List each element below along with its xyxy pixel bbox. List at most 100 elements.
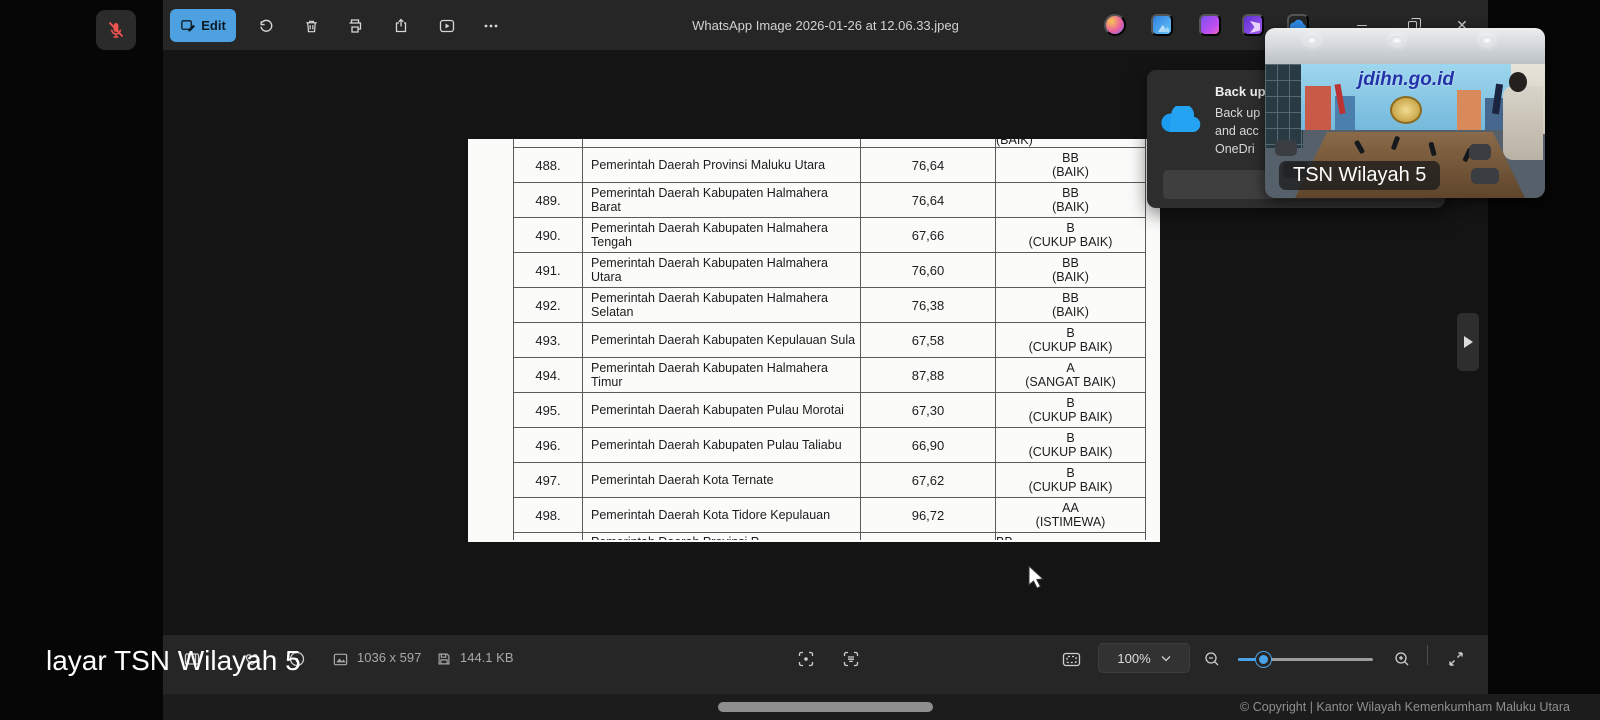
row-number: 489. xyxy=(513,183,582,217)
region-name: Pemerintah Daerah Provinsi P xyxy=(591,535,759,540)
table-row-partial-top: (BAIK) xyxy=(513,139,1146,148)
delete-icon xyxy=(303,18,320,35)
zoom-in-button[interactable] xyxy=(1391,648,1413,670)
grade: B xyxy=(1066,466,1075,480)
row-number: 496. xyxy=(513,428,582,462)
table-row-partial-bottom: Pemerintah Daerah Provinsi P BB xyxy=(513,533,1146,540)
score-value: 67,62 xyxy=(860,463,995,497)
pip-video[interactable]: jdihn.go.id TSN Wilayah 5 xyxy=(1265,28,1545,198)
score-value: 87,88 xyxy=(860,358,995,392)
file-size-icon xyxy=(433,648,455,670)
next-arrow-icon xyxy=(1463,336,1473,348)
grade-desc: (BAIK) xyxy=(1052,270,1089,284)
region-name: Pemerintah Daerah Kabupaten Halmahera Te… xyxy=(582,218,860,252)
zoom-level-dropdown[interactable]: 100% xyxy=(1098,643,1190,673)
notification-line: Back up xyxy=(1215,106,1261,120)
pip-caption: TSN Wilayah 5 xyxy=(1279,161,1441,190)
grade-cell: AA (ISTIMEWA) xyxy=(995,498,1146,532)
grade-cell: BB (BAIK) xyxy=(995,183,1146,217)
favorite-button[interactable] xyxy=(241,648,263,670)
close-button[interactable]: ✕ xyxy=(1447,14,1477,36)
grade-desc: (CUKUP BAIK) xyxy=(1028,480,1113,494)
notification-title: Back up xyxy=(1215,84,1266,99)
row-number: 490. xyxy=(513,218,582,252)
filmstrip-icon xyxy=(183,650,201,668)
share-button[interactable] xyxy=(390,15,412,37)
score-value: 76,38 xyxy=(860,288,995,322)
designer-icon[interactable] xyxy=(1199,14,1221,36)
score-value: 96,72 xyxy=(860,498,995,532)
zoom-slider-thumb[interactable] xyxy=(1256,652,1271,667)
grade-cell: BB (BAIK) xyxy=(995,253,1146,287)
mic-muted-indicator[interactable] xyxy=(96,10,136,50)
print-icon xyxy=(346,17,364,35)
region-name: Pemerintah Daerah Kota Tidore Kepulauan xyxy=(582,498,860,532)
grade-desc: (CUKUP BAIK) xyxy=(1028,340,1113,354)
region-name: Pemerintah Daerah Kabupaten Halmahera Se… xyxy=(582,288,860,322)
row-number: 494. xyxy=(513,358,582,392)
grade-desc: (CUKUP BAIK) xyxy=(1028,410,1113,424)
grade: AA xyxy=(1062,501,1079,515)
photos-icon[interactable] xyxy=(1151,14,1173,36)
table-body: 488. Pemerintah Daerah Provinsi Maluku U… xyxy=(513,148,1146,533)
edit-button[interactable]: Edit xyxy=(170,9,236,42)
print-button[interactable] xyxy=(344,15,366,37)
copilot-icon[interactable] xyxy=(1104,14,1126,36)
visual-search-icon xyxy=(797,650,815,668)
filmstrip-button[interactable] xyxy=(181,648,203,670)
info-icon xyxy=(288,650,306,668)
grade-desc: (SANGAT BAIK) xyxy=(1025,375,1116,389)
visual-search-button[interactable] xyxy=(795,648,817,670)
table-row: 495. Pemerintah Daerah Kabupaten Pulau M… xyxy=(513,393,1146,428)
file-size: 144.1 KB xyxy=(460,650,514,665)
region-name: Pemerintah Daerah Kabupaten Halmahera Ut… xyxy=(582,253,860,287)
clipchamp-icon[interactable] xyxy=(1242,14,1264,36)
zoom-slider-track xyxy=(1238,658,1373,661)
table-row: 489. Pemerintah Daerah Kabupaten Halmahe… xyxy=(513,183,1146,218)
grade: BB xyxy=(1062,291,1079,305)
more-button[interactable] xyxy=(480,15,502,37)
delete-button[interactable] xyxy=(300,15,322,37)
score-value: 76,64 xyxy=(860,183,995,217)
row-number: 498. xyxy=(513,498,582,532)
zoom-slider[interactable] xyxy=(1238,647,1373,671)
grade-cell: B (CUKUP BAIK) xyxy=(995,393,1146,427)
table-row: 493. Pemerintah Daerah Kabupaten Kepulau… xyxy=(513,323,1146,358)
pip-banner-text: jdihn.go.id xyxy=(1357,69,1455,90)
score-value: 67,58 xyxy=(860,323,995,357)
pip-window-wall xyxy=(1265,64,1303,148)
table-row: 492. Pemerintah Daerah Kabupaten Halmahe… xyxy=(513,288,1146,323)
favorite-icon xyxy=(243,650,261,668)
text-actions-button[interactable] xyxy=(840,648,862,670)
table-row: 498. Pemerintah Daerah Kota Tidore Kepul… xyxy=(513,498,1146,533)
info-button[interactable] xyxy=(286,648,308,670)
fullscreen-button[interactable] xyxy=(1445,648,1467,670)
ceiling-light xyxy=(1305,36,1319,45)
image-dimensions-icon xyxy=(329,648,351,670)
grade-cell: B (CUKUP BAIK) xyxy=(995,323,1146,357)
onedrive-cloud-icon xyxy=(1159,106,1203,134)
grade-desc: (BAIK) xyxy=(1052,200,1089,214)
score-value: 67,30 xyxy=(860,393,995,427)
zoom-out-button[interactable] xyxy=(1201,648,1223,670)
row-number: 492. xyxy=(513,288,582,322)
row-number: 495. xyxy=(513,393,582,427)
fit-to-window-button[interactable] xyxy=(1060,648,1082,670)
horizontal-scrollbar[interactable] xyxy=(718,702,933,712)
grade-desc: (BAIK) xyxy=(996,139,1033,147)
image-dimensions: 1036 x 597 xyxy=(357,650,422,665)
grade: B xyxy=(1066,396,1075,410)
table-row: 488. Pemerintah Daerah Provinsi Maluku U… xyxy=(513,148,1146,183)
next-image-button[interactable] xyxy=(1457,313,1479,371)
pip-backdrop-banner: jdihn.go.id xyxy=(1301,64,1511,130)
grade: B xyxy=(1066,431,1075,445)
fullscreen-icon xyxy=(1447,650,1465,668)
rotate-button[interactable] xyxy=(255,15,277,37)
grade-cell: A (SANGAT BAIK) xyxy=(995,358,1146,392)
edit-icon xyxy=(180,18,196,33)
notification-line: OneDri xyxy=(1215,142,1255,156)
slideshow-button[interactable] xyxy=(436,15,458,37)
region-name: Pemerintah Daerah Kabupaten Pulau Taliab… xyxy=(582,428,860,462)
grade-cell: B (CUKUP BAIK) xyxy=(995,428,1146,462)
